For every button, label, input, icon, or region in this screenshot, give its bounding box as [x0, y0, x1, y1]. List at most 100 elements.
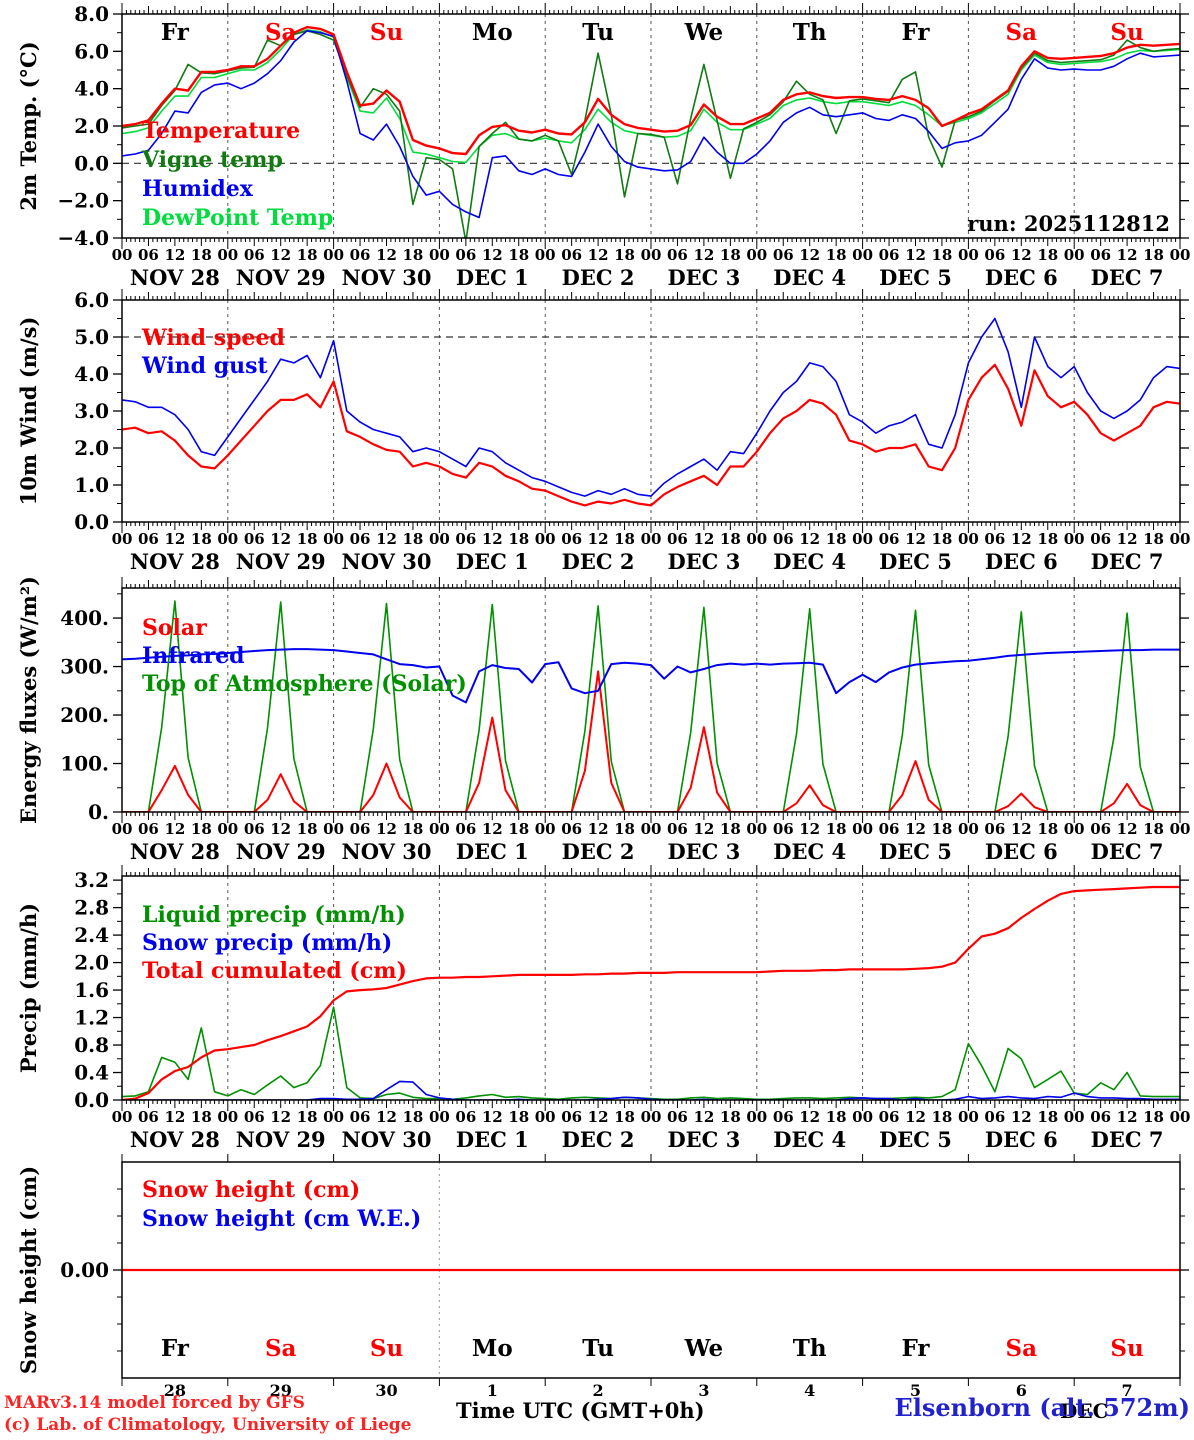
hour-tick-label: 12 [164, 246, 185, 264]
date-label: DEC 5 [879, 549, 952, 574]
hour-tick-label: 12 [270, 246, 291, 264]
hour-tick-label: 00 [852, 1108, 873, 1126]
y-tick-label: −2.0 [57, 189, 109, 213]
hour-tick-label: 18 [297, 246, 318, 264]
hour-tick-label: 18 [191, 246, 212, 264]
hour-tick-label: 12 [693, 530, 714, 548]
hour-tick-label: 00 [429, 820, 450, 838]
hour-tick-label: 18 [1037, 820, 1058, 838]
hour-tick-label: 00 [958, 246, 979, 264]
hour-tick-label: 12 [1117, 1108, 1138, 1126]
date-label: DEC 2 [562, 1127, 635, 1152]
hour-tick-label: 06 [1090, 246, 1111, 264]
hour-tick-label: 00 [535, 530, 556, 548]
y-tick-label: 8.0 [74, 2, 109, 26]
hour-tick-label: 12 [1117, 246, 1138, 264]
day-name-label: Fr [901, 1335, 930, 1362]
hour-labels: 00 06 12 18 00 06 12 18 00 06 12 18 00 06 12 18 00 06 12 18… [112, 246, 1191, 264]
hour-tick-label: 06 [561, 1108, 582, 1126]
hour-tick-label: 12 [1011, 530, 1032, 548]
hour-tick-label: 06 [984, 246, 1005, 264]
y-tick-label: 6.0 [74, 39, 109, 63]
day-name-label: Fr [161, 1335, 190, 1362]
panel-border [121, 875, 1181, 1101]
hour-tick-label: 12 [376, 1108, 397, 1126]
hour-tick-label: 00 [323, 530, 344, 548]
x-ticks [121, 1154, 1181, 1386]
hour-tick-label: 06 [773, 530, 794, 548]
series-line-wind-gust [122, 317, 1180, 497]
hour-tick-label: 18 [191, 530, 212, 548]
hour-tick-label: 00 [112, 1108, 133, 1126]
hour-tick-label: 00 [112, 246, 133, 264]
date-label: DEC 4 [773, 839, 846, 864]
hour-tick-label: 12 [905, 246, 926, 264]
grid-wind-10m [122, 300, 1180, 522]
date-label: DEC 2 [562, 839, 635, 864]
day-name-label: Tu [582, 19, 614, 46]
hour-tick-label: 00 [112, 530, 133, 548]
hour-tick-label: 12 [905, 820, 926, 838]
legend-temperature: Temperature [142, 118, 300, 144]
hour-tick-label: 06 [561, 246, 582, 264]
day-number-label: 1 [487, 1381, 498, 1400]
legend-solar: Solar [142, 615, 207, 641]
hour-tick-label: 06 [138, 1108, 159, 1126]
date-label: NOV 29 [236, 549, 326, 574]
hour-tick-label: 00 [852, 820, 873, 838]
hour-tick-label: 12 [270, 1108, 291, 1126]
hour-tick-label: 18 [826, 530, 847, 548]
hour-tick-label: 18 [297, 1108, 318, 1126]
y-tick-label: 3.0 [74, 399, 109, 423]
hour-tick-label: 18 [1143, 820, 1164, 838]
legend-top-of-atmosphere-solar-: Top of Atmosphere (Solar) [142, 671, 467, 697]
date-label: NOV 29 [236, 839, 326, 864]
grid-temperature-2m [122, 14, 1180, 238]
series-temperature-2m [122, 25, 1180, 238]
model-credit-line: MARv3.14 model forced by GFS [4, 1393, 305, 1413]
hour-tick-label: 18 [508, 820, 529, 838]
panel-border [121, 587, 1181, 813]
y-tick-label: 6.0 [74, 288, 109, 312]
hour-tick-label: 06 [455, 246, 476, 264]
hour-tick-label: 18 [297, 820, 318, 838]
series-line-total-cumulated [122, 885, 1180, 1100]
panel-border [121, 13, 1181, 239]
date-label: NOV 30 [342, 549, 432, 574]
hour-tick-label: 18 [508, 530, 529, 548]
hour-tick-label: 12 [482, 530, 503, 548]
hour-tick-label: 00 [1064, 820, 1085, 838]
y-axis-title: Precip (mm/h) [16, 903, 41, 1073]
y-axis-title: Energy fluxes (W/m²) [16, 576, 41, 824]
series-energy-fluxes [122, 600, 1180, 812]
hour-tick-label: 12 [588, 246, 609, 264]
hour-tick-label: 12 [376, 246, 397, 264]
day-name-label: Sa [1006, 19, 1038, 46]
y-tick-label: 5.0 [74, 325, 109, 349]
series-line-snow-precip [122, 1080, 1180, 1100]
panel-energy-fluxes: 400. 300. 200. 100. 0. Energy fluxes (W/m²) So… [16, 576, 1190, 864]
series-line-temperature [122, 25, 1180, 156]
series-line-solar [122, 670, 1180, 812]
legend-snow-height: Snow height (cm) Snow height (cm W.E.) [142, 1177, 421, 1232]
y-tick-label: 1.6 [74, 978, 109, 1002]
legend-vigne-temp: Vigne temp [141, 147, 283, 173]
hour-tick-label: 06 [244, 1108, 265, 1126]
hour-tick-label: 06 [138, 246, 159, 264]
hour-tick-label: 12 [693, 1108, 714, 1126]
legend-infrared: Infrared [142, 643, 245, 669]
hour-tick-label: 18 [403, 246, 424, 264]
day-name-label: Th [793, 1335, 827, 1362]
hour-tick-label: 06 [773, 246, 794, 264]
hour-tick-label: 18 [826, 820, 847, 838]
hour-tick-label: 12 [270, 530, 291, 548]
y-tick-label: 2.8 [74, 896, 109, 920]
hour-tick-label: 06 [138, 820, 159, 838]
hour-tick-label: 12 [1117, 820, 1138, 838]
date-label: DEC 3 [667, 839, 740, 864]
legend-wind-speed: Wind speed [141, 325, 285, 351]
date-label: DEC 7 [1091, 1127, 1164, 1152]
